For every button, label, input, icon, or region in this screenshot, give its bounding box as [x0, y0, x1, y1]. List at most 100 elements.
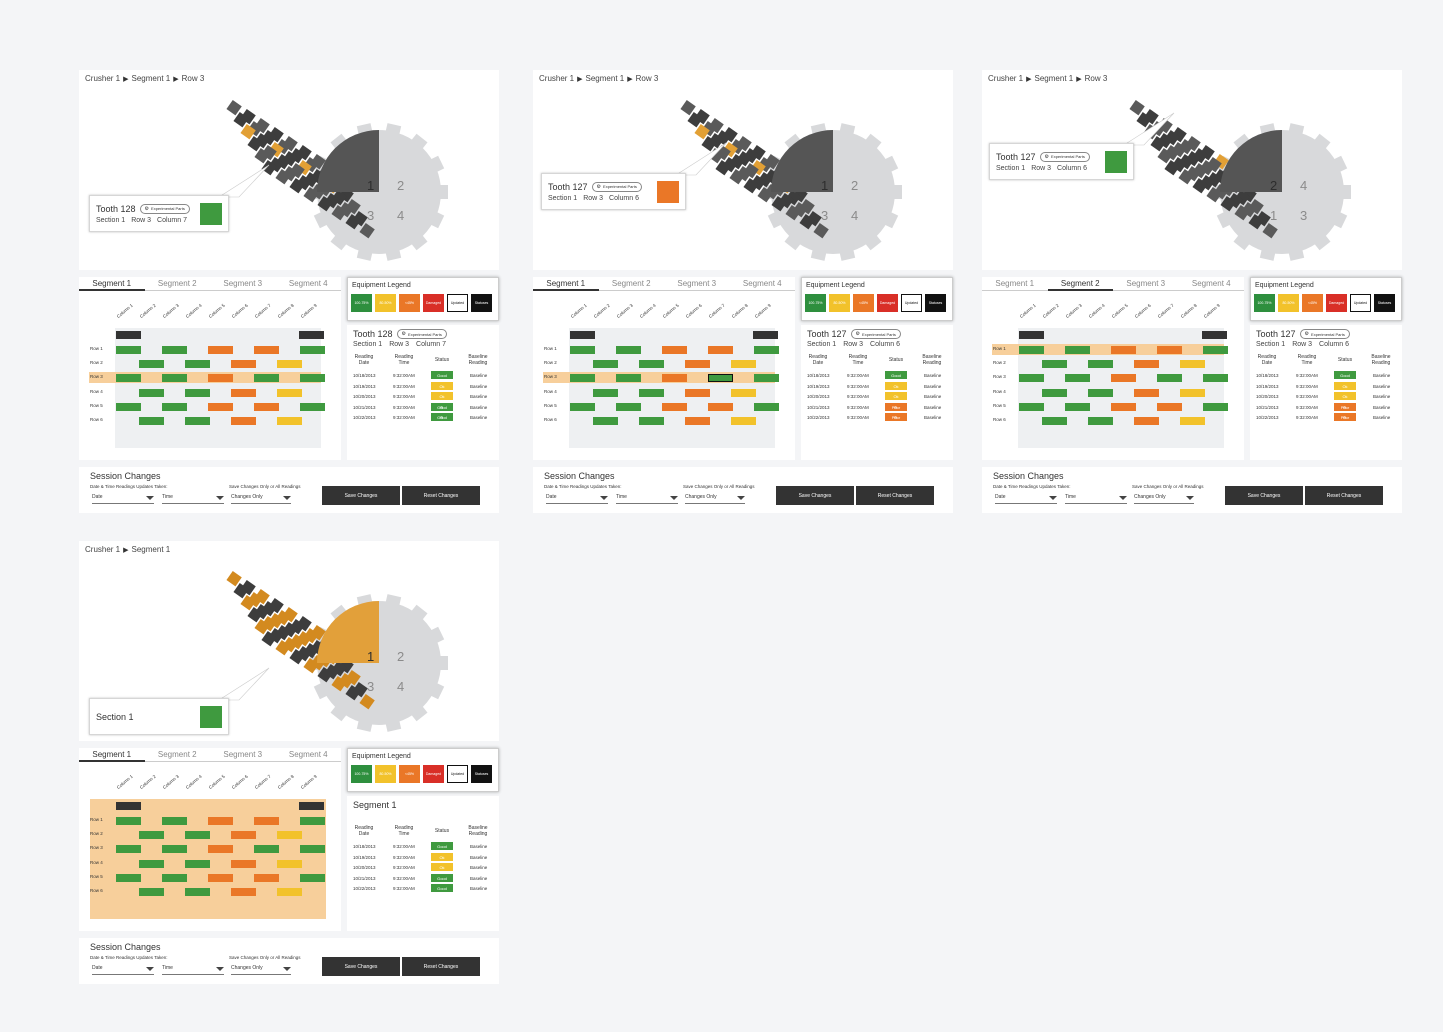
- tooth-tile[interactable]: [185, 360, 210, 369]
- tooth-tile[interactable]: [593, 360, 618, 369]
- tooth-tile[interactable]: [116, 402, 141, 411]
- table-row[interactable]: 10/21/2013 9:32:00AM ⚙ Poor Baseline: [1256, 402, 1398, 413]
- time-dropdown[interactable]: Time: [1065, 494, 1127, 504]
- tooth-tile[interactable]: [185, 831, 210, 840]
- tooth-tile[interactable]: [662, 374, 687, 383]
- tooth-tile[interactable]: [116, 817, 141, 825]
- tooth[interactable]: [233, 112, 249, 128]
- status-tile[interactable]: [299, 802, 324, 810]
- tooth-tile[interactable]: [1111, 346, 1136, 354]
- table-row[interactable]: 10/22/2013 9:32:00AM Good Baseline: [353, 884, 495, 894]
- tooth-tile[interactable]: [231, 388, 256, 397]
- tooth-tile[interactable]: [1134, 360, 1159, 369]
- tooth-tile[interactable]: [277, 859, 302, 868]
- crusher-diagram[interactable]: 1 2 3 4: [533, 70, 953, 270]
- status-tile[interactable]: [570, 331, 595, 339]
- tooth[interactable]: [359, 694, 375, 710]
- sector-number[interactable]: 3: [367, 679, 374, 694]
- status-tile[interactable]: [299, 331, 324, 339]
- row-label[interactable]: Row 4: [90, 388, 103, 394]
- tooth-tile[interactable]: [662, 346, 687, 354]
- tooth-tile[interactable]: [708, 402, 733, 411]
- tooth-tile[interactable]: [1042, 417, 1067, 425]
- time-dropdown[interactable]: Time: [616, 494, 678, 504]
- tooth[interactable]: [226, 571, 242, 587]
- row-label[interactable]: Row 6: [993, 417, 1006, 422]
- tooth-tile[interactable]: [1019, 374, 1044, 383]
- tooth-tile[interactable]: [254, 374, 279, 383]
- sector-number[interactable]: 1: [367, 649, 374, 664]
- tab-segment-2[interactable]: Segment 2: [144, 748, 210, 762]
- tooth[interactable]: [757, 187, 773, 203]
- tooth-tile[interactable]: [1111, 402, 1136, 411]
- sector-number[interactable]: 4: [1300, 178, 1307, 193]
- tooth[interactable]: [289, 178, 305, 194]
- tooth[interactable]: [1248, 214, 1264, 230]
- save-changes-button[interactable]: Save Changes: [1225, 486, 1303, 505]
- sector-number[interactable]: 4: [397, 208, 404, 223]
- tab-segment-4[interactable]: Segment 4: [275, 277, 341, 291]
- tooth[interactable]: [1178, 169, 1194, 185]
- tooth-drum[interactable]: [1129, 100, 1278, 239]
- breadcrumb-item[interactable]: Segment 1: [131, 545, 171, 554]
- breadcrumb-item[interactable]: Segment 1: [131, 74, 171, 83]
- tooth-tile[interactable]: [754, 346, 779, 354]
- row-label[interactable]: Row 5: [90, 873, 103, 879]
- changes-dropdown[interactable]: Changes Only: [685, 494, 745, 504]
- tooth-tile[interactable]: [754, 374, 779, 383]
- tab-segment-2[interactable]: Segment 2: [1047, 277, 1113, 291]
- tooth[interactable]: [331, 676, 347, 692]
- tooth-tile[interactable]: [731, 360, 756, 369]
- tab-segment-2[interactable]: Segment 2: [144, 277, 210, 291]
- tooth[interactable]: [701, 136, 717, 152]
- tooth-tile[interactable]: [162, 845, 187, 854]
- tooth-tile[interactable]: [1180, 360, 1205, 369]
- table-row[interactable]: 10/19/2013 9:32:00AM Ok Baseline: [807, 381, 949, 392]
- tooth-tile[interactable]: [1042, 360, 1067, 369]
- tooth-tile[interactable]: [731, 388, 756, 397]
- tooth-tile[interactable]: [116, 346, 141, 354]
- tab-segment-1[interactable]: Segment 1: [982, 277, 1048, 291]
- table-row[interactable]: 10/20/2013 9:32:00AM Ok Baseline: [1256, 392, 1398, 402]
- tooth[interactable]: [275, 640, 291, 656]
- crusher-diagram[interactable]: 2 4 1 3: [982, 70, 1402, 270]
- tooth-tile[interactable]: [708, 346, 733, 354]
- tooth-tile[interactable]: [1065, 402, 1090, 411]
- tooth[interactable]: [1262, 223, 1278, 239]
- tab-segment-1[interactable]: Segment 1: [79, 277, 145, 291]
- tooth[interactable]: [743, 178, 759, 194]
- tooth-tile[interactable]: [208, 346, 233, 354]
- tooth-tile[interactable]: [300, 374, 325, 383]
- tooth-tile[interactable]: [139, 888, 164, 896]
- tooth-tile[interactable]: [300, 845, 325, 854]
- time-dropdown[interactable]: Time: [162, 494, 224, 504]
- tooth-tile[interactable]: [208, 374, 233, 383]
- tooth-tile[interactable]: [754, 402, 779, 411]
- tooth-tile[interactable]: [185, 417, 210, 425]
- tooth[interactable]: [275, 169, 291, 185]
- tooth-tile[interactable]: [139, 831, 164, 840]
- tooth[interactable]: [331, 205, 347, 221]
- save-changes-button[interactable]: Save Changes: [776, 486, 854, 505]
- row-label[interactable]: Row 1: [90, 346, 103, 351]
- row-label[interactable]: Row 2: [90, 360, 103, 366]
- table-row[interactable]: 10/19/2013 9:32:00AM Ok Baseline: [353, 381, 495, 392]
- tooth-tile[interactable]: [1019, 402, 1044, 411]
- tooth-tile[interactable]: [570, 402, 595, 411]
- row-label[interactable]: Row 6: [544, 417, 557, 422]
- tooth-tile[interactable]: [185, 888, 210, 896]
- tooth[interactable]: [1129, 100, 1145, 116]
- row-label[interactable]: Row 3: [90, 845, 103, 851]
- tooth-tile[interactable]: [185, 859, 210, 868]
- row-label[interactable]: Row 4: [544, 388, 557, 394]
- tooth[interactable]: [359, 223, 375, 239]
- status-tile[interactable]: [116, 331, 141, 339]
- tooth-tile[interactable]: [1088, 417, 1113, 425]
- tooth-tile[interactable]: [708, 374, 733, 383]
- tooth-tile[interactable]: [616, 402, 641, 411]
- selected-sector[interactable]: [317, 601, 379, 663]
- changes-dropdown[interactable]: Changes Only: [1134, 494, 1194, 504]
- tooth-tile[interactable]: [1157, 374, 1182, 383]
- tooth[interactable]: [317, 196, 333, 212]
- breadcrumb-item[interactable]: Row 3: [1084, 74, 1108, 83]
